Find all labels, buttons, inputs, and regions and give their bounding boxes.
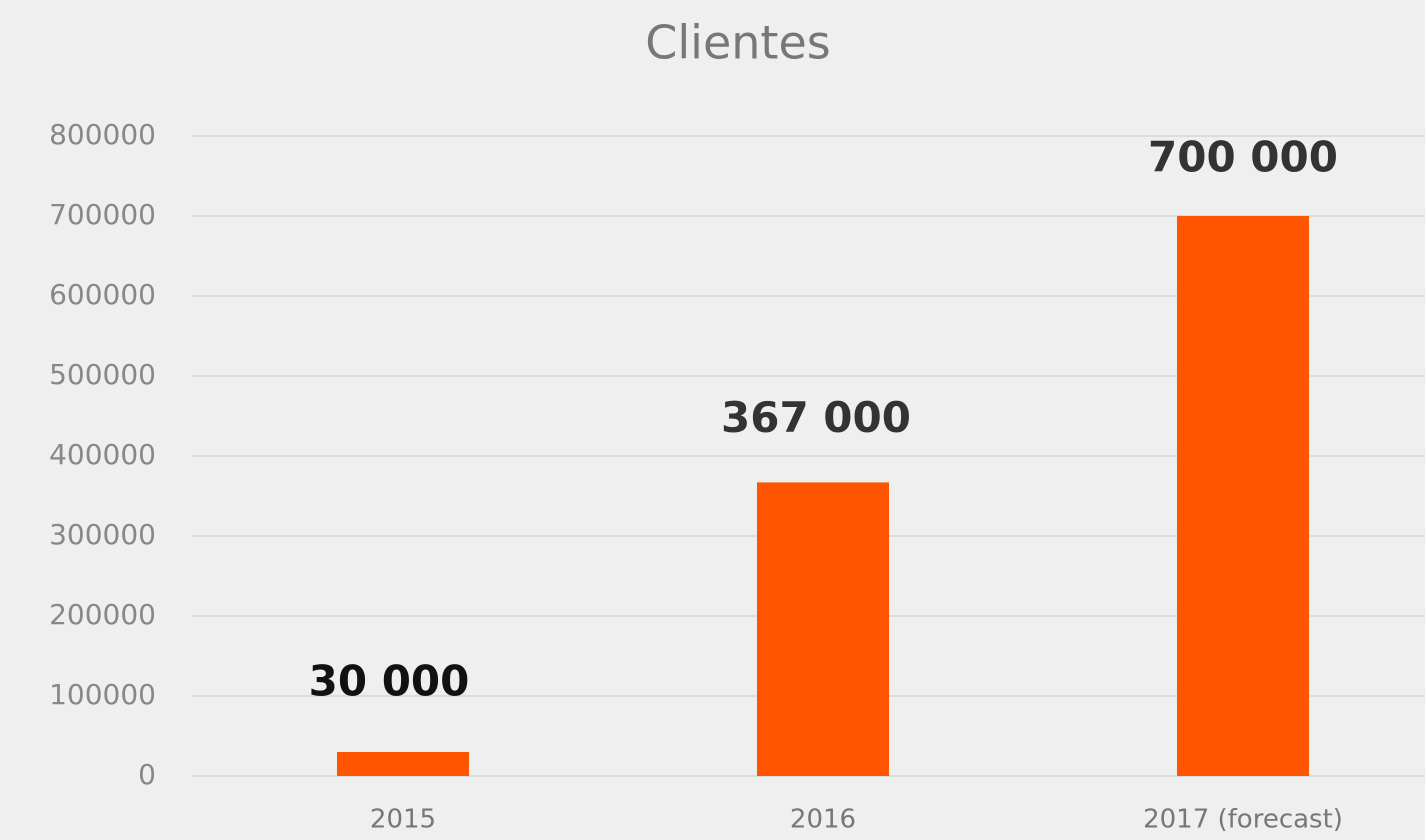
y-tick-label: 700000 bbox=[49, 198, 156, 231]
y-tick-label: 300000 bbox=[49, 518, 156, 551]
y-tick-label: 600000 bbox=[49, 278, 156, 311]
y-tick-label: 0 bbox=[138, 758, 156, 791]
value-label: 700 000 bbox=[1148, 133, 1338, 182]
y-tick-label: 100000 bbox=[49, 678, 156, 711]
x-tick-label: 2017 (forecast) bbox=[1143, 805, 1343, 835]
value-label: 367 000 bbox=[721, 393, 911, 442]
bar bbox=[337, 752, 469, 776]
bar bbox=[757, 482, 889, 776]
x-tick-label: 2016 bbox=[790, 805, 856, 835]
value-label: 30 000 bbox=[309, 657, 470, 706]
chart-title: Clientes bbox=[645, 16, 830, 70]
y-tick-label: 800000 bbox=[49, 118, 156, 151]
x-tick-label: 2015 bbox=[370, 805, 436, 835]
y-tick-label: 500000 bbox=[49, 358, 156, 391]
y-tick-label: 200000 bbox=[49, 598, 156, 631]
bar bbox=[1177, 216, 1309, 776]
y-tick-label: 400000 bbox=[49, 438, 156, 471]
